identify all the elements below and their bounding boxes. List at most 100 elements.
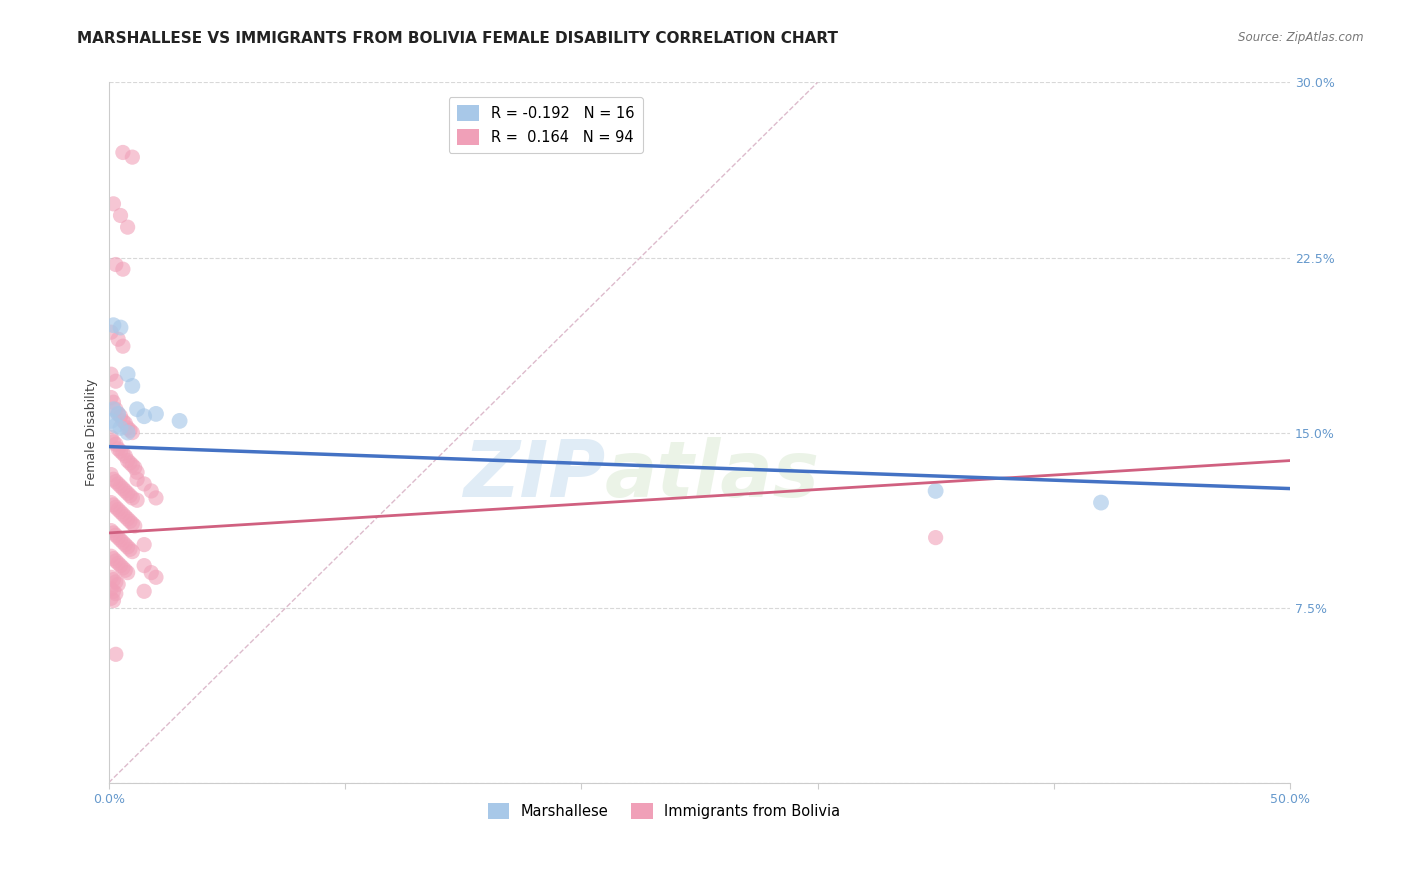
Point [100,467,122,482]
Legend: Marshallese, Immigrants from Bolivia: Marshallese, Immigrants from Bolivia [482,797,846,824]
Point [114,563,136,577]
Point [121,491,143,505]
Point [117,220,139,235]
Point [125,402,148,417]
Point [1090,495,1112,509]
Point [121,544,143,558]
Point [111,262,134,277]
Point [100,524,122,538]
Point [104,500,127,515]
Text: atlas: atlas [605,436,820,513]
Y-axis label: Female Disability: Female Disability [86,379,98,486]
Point [103,434,125,449]
Point [110,320,132,334]
Point [110,533,132,547]
Point [114,509,136,524]
Point [924,483,946,498]
Point [107,332,129,346]
Point [121,516,143,531]
Point [134,558,156,573]
Point [117,566,139,580]
Point [124,460,146,475]
Point [110,421,132,435]
Point [103,472,125,486]
Point [169,414,191,428]
Point [110,479,132,493]
Point [100,495,122,509]
Point [117,368,139,382]
Point [117,486,139,500]
Point [121,425,143,440]
Point [110,444,132,458]
Point [118,456,141,470]
Text: Source: ZipAtlas.com: Source: ZipAtlas.com [1239,31,1364,45]
Point [134,409,156,424]
Point [104,586,127,600]
Point [117,421,139,435]
Point [141,483,163,498]
Point [114,416,136,430]
Point [111,535,134,549]
Point [103,525,125,540]
Point [110,409,132,424]
Point [104,528,127,542]
Point [111,561,134,575]
Point [100,591,122,606]
Point [100,549,122,564]
Point [104,437,127,451]
Point [100,582,122,596]
Point [111,339,134,353]
Point [117,425,139,440]
Point [117,453,139,467]
Point [117,540,139,554]
Point [103,318,125,333]
Point [134,584,156,599]
Point [145,570,167,584]
Point [107,407,129,421]
Point [118,514,141,528]
Text: ZIP: ZIP [463,436,605,513]
Point [110,558,132,573]
Text: MARSHALLESE VS IMMIGRANTS FROM BOLIVIA FEMALE DISABILITY CORRELATION CHART: MARSHALLESE VS IMMIGRANTS FROM BOLIVIA F… [77,31,838,46]
Point [103,196,125,211]
Point [141,566,163,580]
Point [134,477,156,491]
Point [100,430,122,444]
Point [145,407,167,421]
Point [121,379,143,393]
Point [100,570,122,584]
Point [125,472,148,486]
Point [124,519,146,533]
Point [104,418,127,433]
Point [107,531,129,545]
Point [104,374,127,388]
Point [118,489,141,503]
Point [111,446,134,460]
Point [100,391,122,405]
Point [103,573,125,587]
Point [110,505,132,519]
Point [117,512,139,526]
Point [100,368,122,382]
Point [134,538,156,552]
Point [107,502,129,516]
Point [100,414,122,428]
Point [104,475,127,489]
Point [107,577,129,591]
Point [107,407,129,421]
Point [924,531,946,545]
Point [104,402,127,417]
Point [114,449,136,463]
Point [103,593,125,607]
Point [103,584,125,599]
Point [110,209,132,223]
Point [104,554,127,568]
Point [114,483,136,498]
Point [111,508,134,522]
Point [103,498,125,512]
Point [104,648,127,662]
Point [103,395,125,409]
Point [118,423,141,437]
Point [121,458,143,473]
Point [103,551,125,566]
